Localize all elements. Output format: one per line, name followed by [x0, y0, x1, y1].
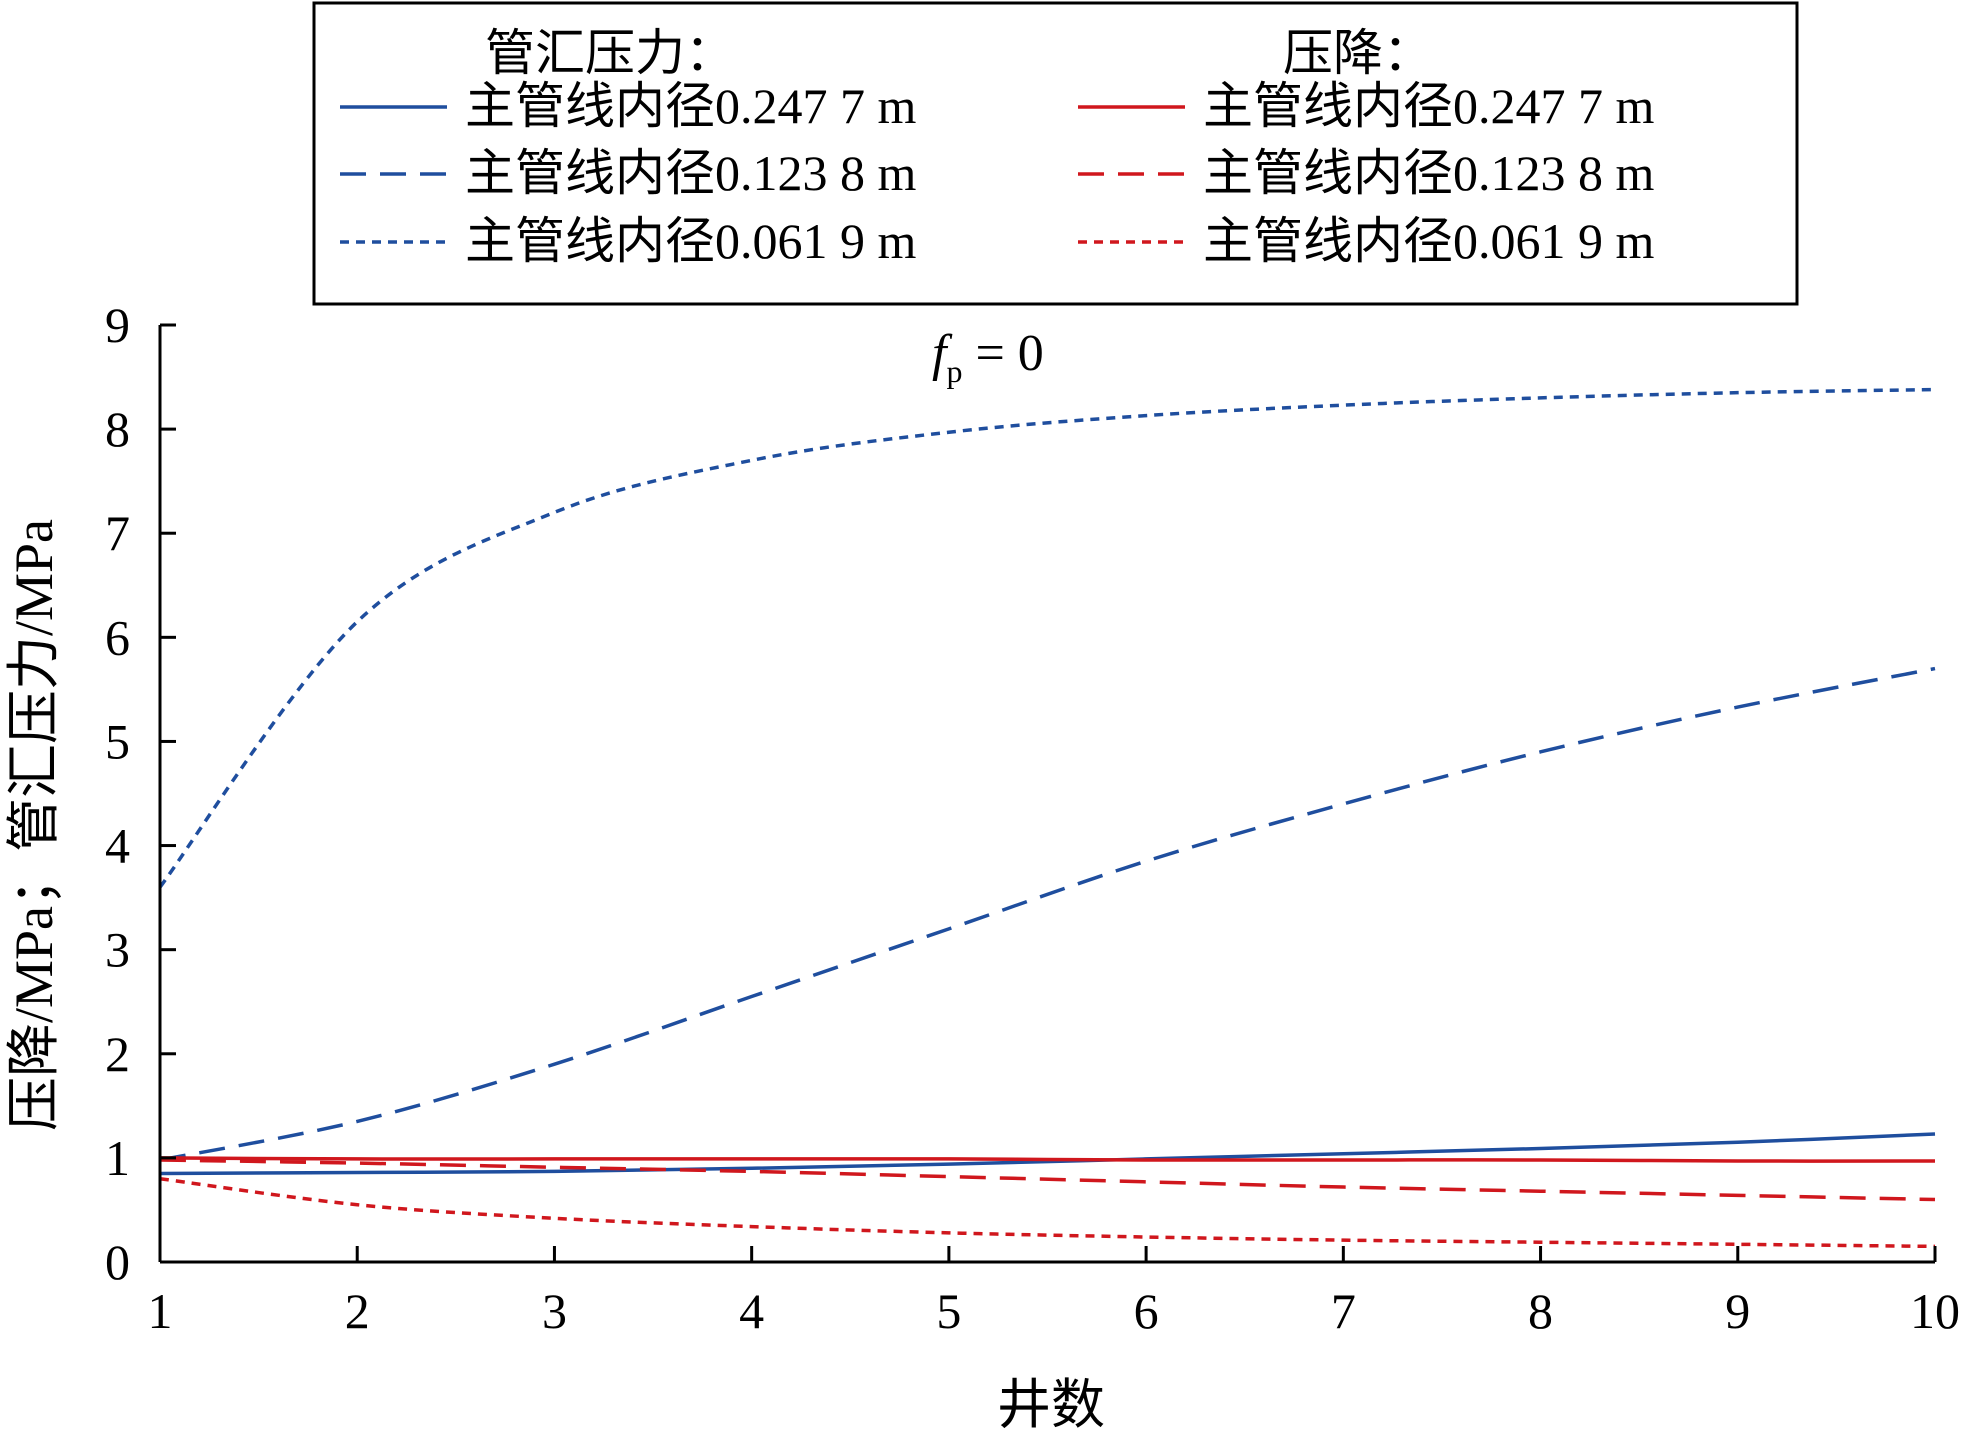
fp-annotation-rest: = 0	[962, 325, 1043, 382]
series-line-drop-solid	[159, 1156, 1936, 1163]
fp-annotation: fp = 0	[932, 325, 1044, 389]
x-tick-label: 2	[345, 1283, 370, 1339]
legend-label: 主管线内径0.061 9 m	[465, 213, 916, 269]
series-line-drop-dashed	[159, 1158, 1936, 1202]
legend-label: 主管线内径0.247 7 m	[465, 78, 916, 134]
legend-label: 主管线内径0.247 7 m	[1203, 78, 1654, 134]
legend-box	[312, 1, 1799, 306]
series-line-manifold-dashed	[159, 666, 1936, 1162]
series-layer	[158, 387, 1936, 1249]
x-tick-label: 8	[1528, 1283, 1553, 1339]
legend: 管汇压力： 压降： 主管线内径0.247 7 m 主管线内径0.123 8 m 主管…	[312, 1, 1799, 306]
x-tick-label: 3	[542, 1283, 567, 1339]
x-tick-label: 9	[1725, 1283, 1750, 1339]
legend-group-title-manifold: 管汇压力：	[485, 25, 735, 81]
series-line-manifold-solid	[159, 1132, 1936, 1176]
x-axis-title: 井数	[997, 1375, 1105, 1435]
x-tick-label: 1	[148, 1283, 173, 1339]
y-tick-label: 1	[105, 1130, 130, 1186]
legend-label: 主管线内径0.123 8 m	[465, 145, 916, 201]
x-tick-label: 6	[1134, 1283, 1159, 1339]
y-axis-title: 压降/MPa；管汇压力/MPa	[4, 519, 64, 1131]
y-tick-label: 9	[105, 297, 130, 353]
fp-annotation-sub: p	[946, 353, 962, 389]
y-tick-label: 5	[105, 713, 130, 769]
y-tick-label: 6	[105, 609, 130, 665]
x-tick-label: 4	[739, 1283, 764, 1339]
y-tick-label: 8	[105, 401, 130, 457]
x-tick-label: 7	[1331, 1283, 1356, 1339]
y-tick-label: 4	[105, 818, 130, 874]
y-tick-label: 2	[105, 1026, 130, 1082]
y-tick-label: 0	[105, 1234, 130, 1290]
legend-group-title-pressure-drop: 压降：	[1283, 25, 1433, 81]
x-tick-label: 5	[936, 1283, 961, 1339]
y-tick-label: 7	[105, 505, 130, 561]
legend-label: 主管线内径0.123 8 m	[1203, 145, 1654, 201]
series-line-drop-dotted	[159, 1176, 1936, 1249]
y-tick-label: 3	[105, 922, 130, 978]
series-line-manifold-dotted	[158, 387, 1936, 889]
legend-label: 主管线内径0.061 9 m	[1203, 213, 1654, 269]
x-tick-label: 10	[1910, 1283, 1960, 1339]
